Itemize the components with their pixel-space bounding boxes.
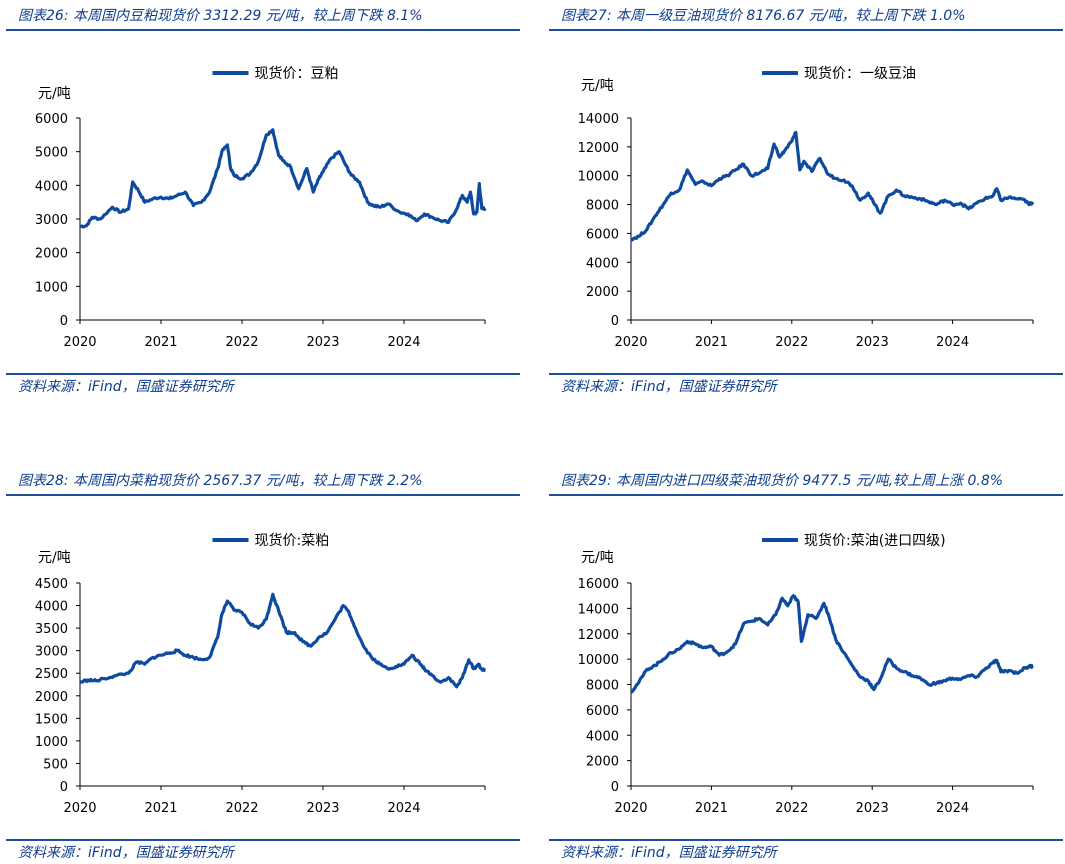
y-tick-label: 6000: [586, 227, 619, 242]
x-tick-label: 2021: [144, 801, 177, 816]
y-axis-label: 元/吨: [581, 550, 614, 566]
y-tick-label: 2500: [35, 667, 68, 682]
panel-title: 图表26: 本周国内豆粕现货价 3312.29 元/吨，较上周下跌 8.1%: [18, 8, 423, 24]
x-tick-label: 2023: [856, 801, 889, 816]
y-tick-label: 1000: [35, 735, 68, 750]
chart-panel-soymeal: 图表26: 本周国内豆粕现货价 3312.29 元/吨，较上周下跌 8.1% 现…: [0, 0, 520, 432]
source-divider: [549, 839, 1063, 841]
legend-label: 现货价:菜粕: [255, 532, 330, 549]
chart-panel-rapeseed-oil: 图表29: 本周国内进口四级菜油现货价 9477.5 元/吨,较上周上涨 0.8…: [543, 432, 1063, 864]
y-tick-label: 8000: [586, 199, 619, 214]
x-tick-label: 2020: [614, 801, 647, 816]
title-divider: [6, 29, 520, 31]
chart-panel-soyoil: 图表27: 本周一级豆油现货价 8176.67 元/吨，较上周下跌 1.0% 现…: [543, 0, 1063, 432]
y-tick-label: 6000: [35, 112, 68, 127]
x-tick-label: 2024: [936, 335, 969, 350]
x-tick-label: 2023: [306, 335, 339, 350]
y-tick-label: 2000: [35, 247, 68, 262]
chart-panel-rapeseed-meal: 图表28: 本周国内菜粕现货价 2567.37 元/吨，较上周下跌 2.2% 现…: [0, 432, 520, 864]
series-line: [630, 594, 1034, 694]
legend: 现货价:菜油(进口四级): [762, 532, 946, 549]
y-tick-label: 5000: [35, 146, 68, 161]
y-tick-label: 12000: [578, 628, 619, 643]
y-tick-label: 0: [60, 780, 68, 795]
title-divider: [549, 29, 1063, 31]
series-line: [79, 592, 487, 689]
x-tick-label: 2021: [695, 801, 728, 816]
line-chart: 现货价:菜粕元/吨 0 500 1000 1500 2000 2500 3000 3500 400…: [35, 532, 487, 816]
source-divider: [6, 839, 520, 841]
y-tick-label: 3000: [35, 645, 68, 660]
y-tick-label: 3000: [35, 213, 68, 228]
x-tick-label: 2020: [63, 335, 96, 350]
y-axis-label: 元/吨: [38, 86, 71, 102]
x-tick-label: 2024: [936, 801, 969, 816]
y-tick-label: 6000: [586, 704, 619, 719]
y-tick-label: 4000: [586, 729, 619, 744]
y-tick-label: 1000: [35, 280, 68, 295]
y-tick-label: 1500: [35, 712, 68, 727]
series-line: [79, 128, 487, 229]
source-note: 资料来源：iFind，国盛证券研究所: [18, 379, 234, 395]
legend-label: 现货价:菜油(进口四级): [804, 532, 946, 549]
y-tick-label: 10000: [578, 653, 619, 668]
x-tick-label: 2022: [225, 801, 258, 816]
y-tick-label: 4000: [35, 600, 68, 615]
y-tick-label: 4500: [35, 577, 68, 592]
y-axis-label: 元/吨: [581, 78, 614, 94]
x-tick-label: 2020: [63, 801, 96, 816]
x-tick-label: 2021: [695, 335, 728, 350]
legend: 现货价：豆粕: [212, 65, 339, 82]
y-tick-label: 0: [60, 314, 68, 329]
x-tick-label: 2020: [614, 335, 647, 350]
y-tick-label: 16000: [578, 577, 619, 592]
panel-title: 图表28: 本周国内菜粕现货价 2567.37 元/吨，较上周下跌 2.2%: [18, 473, 423, 489]
legend: 现货价:菜粕: [212, 532, 330, 549]
source-note: 资料来源：iFind，国盛证券研究所: [561, 379, 777, 395]
series-line: [630, 130, 1035, 242]
y-tick-label: 3500: [35, 622, 68, 637]
y-tick-label: 10000: [578, 170, 619, 185]
x-tick-label: 2021: [144, 335, 177, 350]
source-note: 资料来源：iFind，国盛证券研究所: [18, 845, 234, 861]
panel-title: 图表27: 本周一级豆油现货价 8176.67 元/吨，较上周下跌 1.0%: [561, 8, 966, 24]
title-divider: [549, 494, 1063, 496]
y-tick-label: 12000: [578, 141, 619, 156]
legend-label: 现货价：一级豆油: [804, 65, 916, 82]
source-divider: [549, 373, 1063, 375]
legend: 现货价：一级豆油: [762, 65, 916, 82]
legend-label: 现货价：豆粕: [255, 65, 339, 82]
y-tick-label: 0: [611, 314, 619, 329]
y-tick-label: 2000: [35, 690, 68, 705]
y-tick-label: 4000: [586, 256, 619, 271]
y-tick-label: 500: [43, 757, 68, 772]
x-tick-label: 2024: [387, 801, 420, 816]
y-tick-label: 2000: [586, 755, 619, 770]
y-tick-label: 14000: [578, 602, 619, 617]
x-tick-label: 2024: [387, 335, 420, 350]
source-divider: [6, 373, 520, 375]
y-tick-label: 2000: [586, 285, 619, 300]
x-tick-label: 2022: [225, 335, 258, 350]
x-tick-label: 2023: [856, 335, 889, 350]
line-chart: 现货价：豆粕元/吨 0 1000 2000 3000 4000 5000 6000 2020 20…: [35, 65, 487, 350]
x-tick-label: 2023: [306, 801, 339, 816]
y-tick-label: 8000: [586, 679, 619, 694]
y-tick-label: 0: [611, 780, 619, 795]
y-tick-label: 4000: [35, 179, 68, 194]
y-axis-label: 元/吨: [38, 550, 71, 566]
y-tick-label: 14000: [578, 112, 619, 127]
source-note: 资料来源：iFind，国盛证券研究所: [561, 845, 777, 861]
title-divider: [6, 494, 520, 496]
x-tick-label: 2022: [775, 335, 808, 350]
line-chart: 现货价:菜油(进口四级) 元/吨 0 2000 4000 6000 8000 10000 120…: [578, 532, 1034, 816]
panel-title: 图表29: 本周国内进口四级菜油现货价 9477.5 元/吨,较上周上涨 0.8…: [561, 473, 1004, 489]
x-tick-label: 2022: [775, 801, 808, 816]
